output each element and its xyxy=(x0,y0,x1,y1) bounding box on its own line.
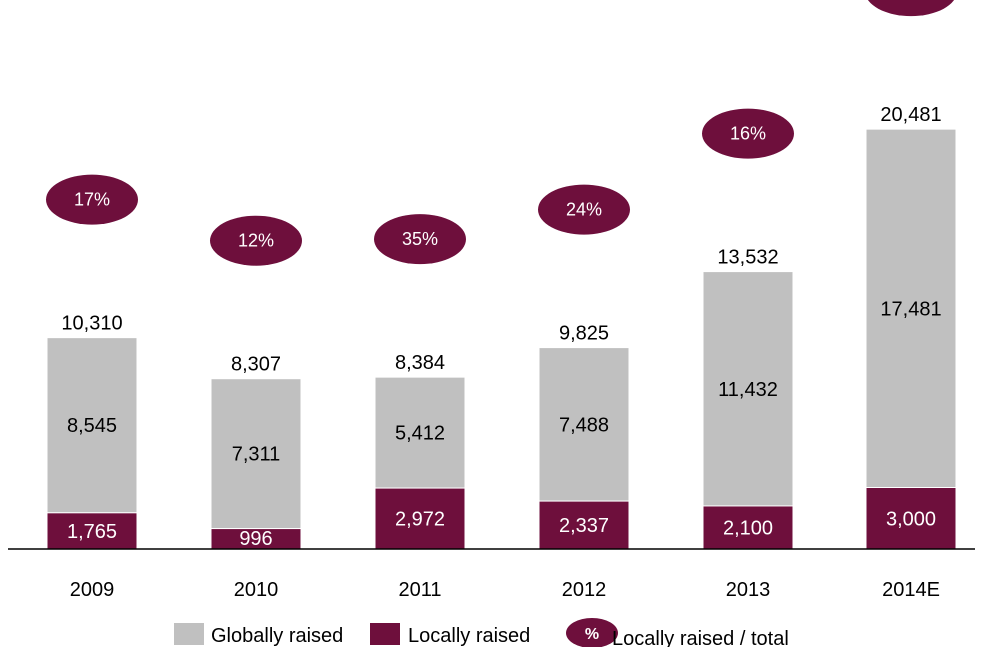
data-label-locally-raised-2012: 2,337 xyxy=(559,515,609,537)
bar-globally-raised-2014E xyxy=(865,128,957,488)
data-label-locally-raised-2013: 2,100 xyxy=(723,517,773,539)
share-label-2012: 24% xyxy=(566,200,602,220)
x-tick-label-2013: 2013 xyxy=(726,579,771,601)
data-label-locally-raised-2009: 1,765 xyxy=(67,521,117,543)
bars-layer: 8,545 1,765 10,310 7,311 996 8,307 5,412 2,972 8… xyxy=(46,104,957,550)
share-ellipse-2013 xyxy=(702,108,794,159)
bar-globally-raised-2009 xyxy=(46,337,138,514)
share-ellipse-2012 xyxy=(538,184,630,235)
share-label-2010: 12% xyxy=(238,231,274,251)
share-ellipse-2011 xyxy=(374,214,466,265)
x-tick-labels: 2009 2010 2011 2012 2013 2014E xyxy=(70,579,940,601)
data-label-total-2009: 10,310 xyxy=(61,313,122,335)
legend-ellipse-share xyxy=(566,618,618,647)
data-label-globally-raised-2009: 8,545 xyxy=(67,415,117,437)
data-label-locally-raised-2011: 2,972 xyxy=(395,509,445,531)
legend-label-globally-raised: Globally raised xyxy=(211,625,343,647)
data-label-total-2014E: 20,481 xyxy=(880,104,941,126)
x-tick-label-2011: 2011 xyxy=(398,579,441,601)
legend-swatch-globally-raised xyxy=(174,623,204,645)
bar-locally-raised-2012 xyxy=(538,500,630,550)
data-label-globally-raised-2012: 7,488 xyxy=(559,414,609,436)
share-ellipses-layer: 17% 12% 35% 24% 16% 15% xyxy=(46,0,955,266)
data-label-total-2010: 8,307 xyxy=(231,354,281,376)
data-label-total-2011: 8,384 xyxy=(395,352,445,374)
bar-locally-raised-2009 xyxy=(46,512,138,550)
data-label-locally-raised-2014E: 3,000 xyxy=(886,508,936,530)
data-label-total-2013: 13,532 xyxy=(717,247,778,269)
legend: Globally raised Locally raised % Locally… xyxy=(174,618,789,647)
data-label-globally-raised-2013: 11,432 xyxy=(718,379,778,401)
x-tick-label-2009: 2009 xyxy=(70,579,115,601)
share-label-2013: 16% xyxy=(730,124,766,144)
share-label-2014E: 15% xyxy=(893,0,929,1)
share-ellipse-2009 xyxy=(46,174,138,225)
share-label-2009: 17% xyxy=(74,190,110,210)
data-label-globally-raised-2011: 5,412 xyxy=(395,423,445,445)
data-label-total-2012: 9,825 xyxy=(559,323,609,345)
bar-globally-raised-2011 xyxy=(374,376,466,489)
legend-ellipse-symbol: % xyxy=(585,626,599,643)
x-tick-label-2010: 2010 xyxy=(234,579,279,601)
legend-label-locally-raised: Locally raised xyxy=(408,625,530,647)
share-label-2011: 35% xyxy=(402,229,438,249)
x-tick-label-2012: 2012 xyxy=(562,579,607,601)
data-label-globally-raised-2010: 7,311 xyxy=(232,444,281,466)
legend-label-share: Locally raised / total xyxy=(612,628,789,647)
data-label-locally-raised-2010: 996 xyxy=(239,528,272,550)
x-tick-label-2014E: 2014E xyxy=(882,579,940,601)
share-ellipse-2010 xyxy=(210,215,302,266)
data-label-globally-raised-2014E: 17,481 xyxy=(880,298,941,320)
bar-locally-raised-2013 xyxy=(702,505,794,550)
share-ellipse-2014E xyxy=(867,0,955,17)
legend-swatch-locally-raised xyxy=(370,623,400,645)
bar-globally-raised-2013 xyxy=(702,271,794,507)
bar-globally-raised-2010 xyxy=(210,378,302,530)
